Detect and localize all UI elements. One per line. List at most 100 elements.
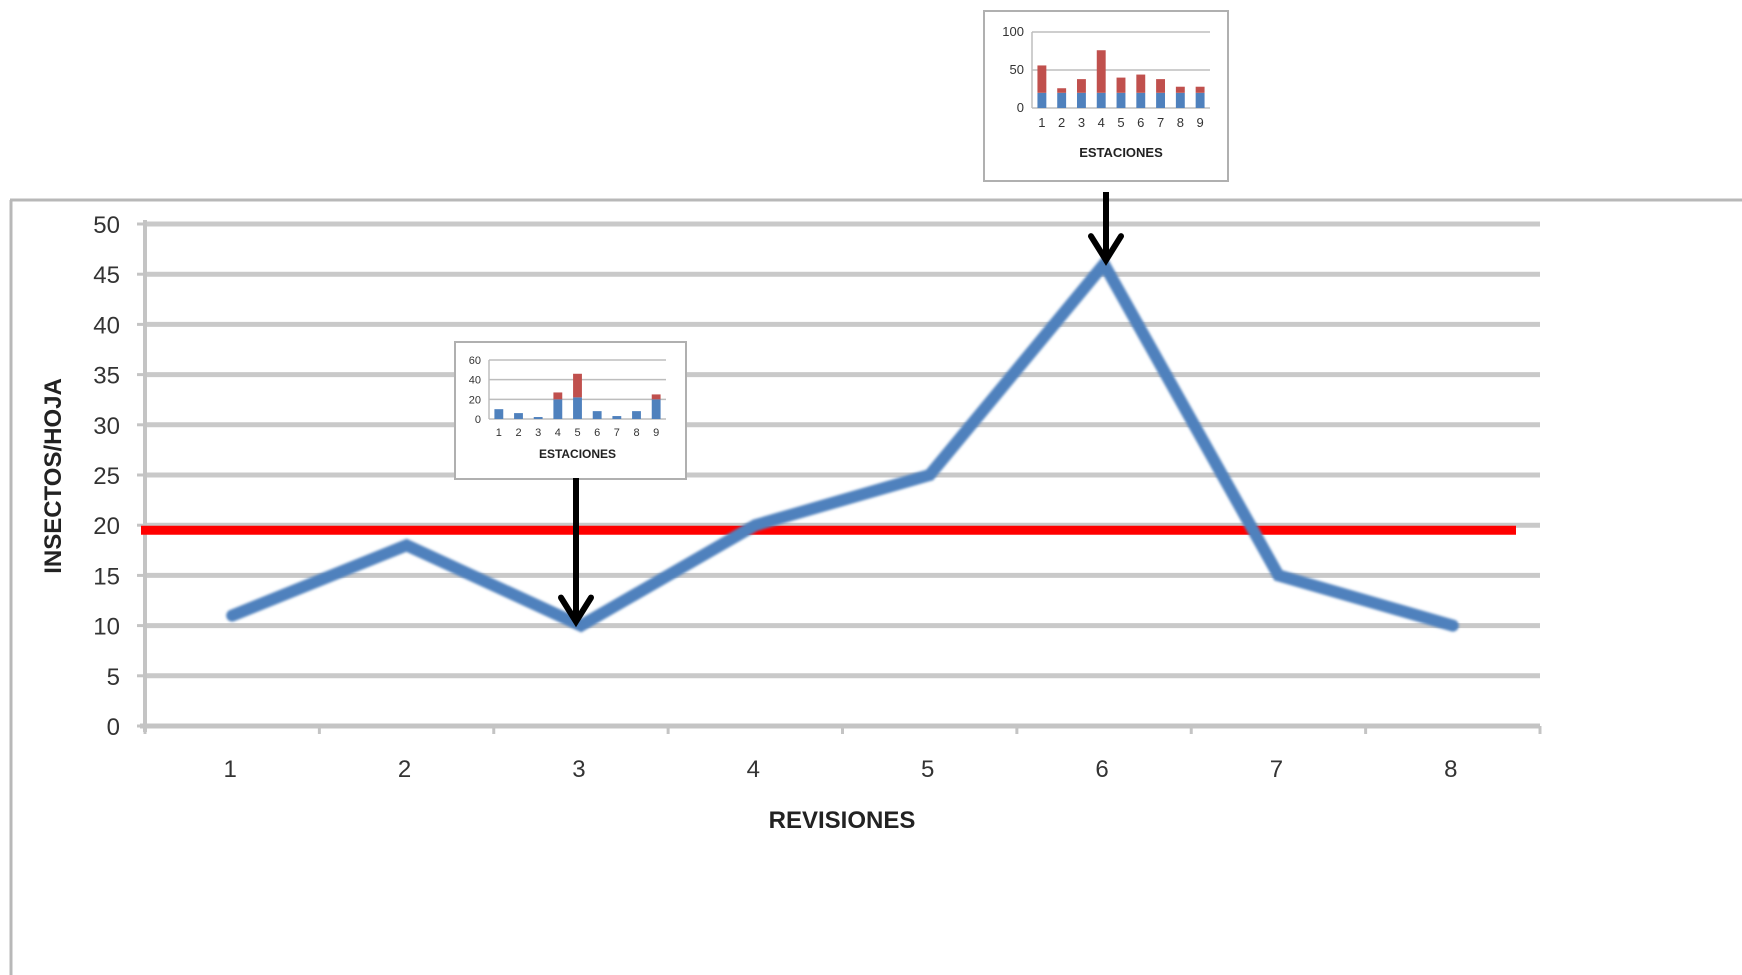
inset-x-tick-label: 7 bbox=[614, 427, 620, 439]
inset-x-axis-title: ESTACIONES bbox=[539, 447, 616, 461]
inset-bar bbox=[651, 394, 661, 400]
main-chart-frame bbox=[9, 198, 1742, 975]
inset-bar bbox=[1057, 92, 1067, 108]
y-tick-label: 25 bbox=[93, 463, 120, 490]
inset-bar bbox=[533, 417, 543, 419]
inset-x-tick-label: 3 bbox=[1078, 115, 1085, 130]
x-tick-label: 8 bbox=[1444, 756, 1457, 783]
main-axes bbox=[137, 220, 1542, 734]
series-line bbox=[226, 253, 1459, 633]
inset-bar bbox=[1175, 92, 1185, 108]
inset-bar bbox=[1057, 88, 1067, 93]
inset-x-tick-label: 4 bbox=[1098, 115, 1105, 130]
main-x-tick-labels: 1 2 3 4 5 6 7 8 bbox=[224, 756, 1458, 783]
inset-bar bbox=[1096, 92, 1106, 108]
inset-bar bbox=[553, 399, 563, 419]
x-tick-label: 2 bbox=[398, 756, 411, 783]
inset-bar bbox=[1195, 86, 1205, 93]
inset-x-tick-label: 8 bbox=[1177, 115, 1184, 130]
y-tick-label: 35 bbox=[93, 363, 120, 390]
inset-y-tick-label: 50 bbox=[1010, 62, 1024, 77]
inset-bar bbox=[514, 413, 523, 419]
inset-bar bbox=[612, 416, 622, 419]
x-tick-label: 6 bbox=[1095, 756, 1108, 783]
inset-x-tick-label: 7 bbox=[1157, 115, 1164, 130]
inset-bar bbox=[573, 397, 582, 419]
inset-bars bbox=[1037, 50, 1205, 108]
inset-y-tick-label: 100 bbox=[1002, 24, 1024, 39]
y-axis-title: INSECTOS/HOJA bbox=[40, 378, 67, 574]
inset-x-tick-label: 1 bbox=[496, 427, 502, 439]
x-tick-label: 7 bbox=[1270, 756, 1283, 783]
main-gridlines bbox=[145, 221, 1540, 679]
inset-bar bbox=[1037, 65, 1047, 93]
inset-x-tick-label: 4 bbox=[555, 427, 561, 439]
inset-bar bbox=[1195, 92, 1205, 108]
inset-bar bbox=[553, 392, 563, 400]
inset-x-tick-label: 1 bbox=[1038, 115, 1045, 130]
inset-chart-revision-3: 0 20 40 60 1 2 3 4 5 6 7 8 9 ESTACIONES bbox=[454, 341, 687, 480]
x-tick-label: 4 bbox=[747, 756, 760, 783]
inset-bar bbox=[1136, 74, 1146, 93]
inset-x-tick-label: 9 bbox=[653, 427, 659, 439]
main-series bbox=[226, 253, 1459, 633]
y-tick-label: 40 bbox=[93, 312, 120, 339]
inset-bar bbox=[1096, 50, 1106, 93]
inset-chart-box bbox=[983, 10, 1229, 182]
inset-bar bbox=[1175, 86, 1185, 93]
inset-bar bbox=[573, 373, 582, 398]
x-tick-label: 5 bbox=[921, 756, 934, 783]
arrow-head bbox=[558, 594, 594, 628]
inset-bar bbox=[1116, 77, 1126, 93]
pointer-arrows bbox=[558, 192, 1124, 628]
inset-bar bbox=[1076, 79, 1086, 93]
inset-bar bbox=[1076, 92, 1086, 108]
y-tick-label: 20 bbox=[93, 513, 120, 540]
x-tick-label: 1 bbox=[224, 756, 237, 783]
inset-x-tick-label: 6 bbox=[1137, 115, 1144, 130]
inset-y-tick-label: 0 bbox=[475, 414, 481, 426]
y-tick-label: 10 bbox=[93, 614, 120, 641]
inset-bar bbox=[494, 409, 504, 419]
inset-x-tick-label: 3 bbox=[535, 427, 541, 439]
y-tick-label: 45 bbox=[93, 262, 120, 289]
inset-y-tick-label: 40 bbox=[469, 375, 481, 387]
x-tick-label: 3 bbox=[572, 756, 585, 783]
inset-x-tick-label: 2 bbox=[1058, 115, 1065, 130]
inset-x-axis-title: ESTACIONES bbox=[1079, 145, 1163, 160]
inset-bar bbox=[1116, 92, 1126, 108]
inset-bar bbox=[632, 411, 641, 419]
inset-y-tick-label: 60 bbox=[469, 355, 481, 367]
main-y-tick-labels: 0 5 10 15 20 25 30 35 40 45 50 bbox=[93, 212, 120, 741]
inset-bar bbox=[1037, 92, 1047, 108]
inset-bar bbox=[1156, 79, 1166, 93]
y-tick-label: 50 bbox=[93, 212, 120, 239]
inset-y-tick-label: 0 bbox=[1017, 100, 1024, 115]
y-tick-label: 5 bbox=[107, 664, 120, 691]
x-axis-title: REVISIONES bbox=[769, 807, 916, 834]
inset-x-tick-label: 2 bbox=[515, 427, 521, 439]
inset-y-tick-label: 20 bbox=[469, 394, 481, 406]
inset-bar bbox=[592, 411, 602, 419]
inset-x-tick-label: 8 bbox=[633, 427, 639, 439]
inset-x-tick-labels: 1 2 3 4 5 6 7 8 9 bbox=[496, 427, 659, 439]
y-tick-label: 15 bbox=[93, 563, 120, 590]
y-tick-label: 0 bbox=[107, 714, 120, 741]
inset-x-tick-label: 5 bbox=[1117, 115, 1124, 130]
inset-y-tick-labels: 0 50 100 bbox=[1002, 24, 1024, 115]
inset-chart-box bbox=[454, 341, 687, 480]
inset-bar bbox=[1136, 92, 1146, 108]
inset-bar bbox=[651, 399, 661, 419]
arrow-head bbox=[1088, 233, 1124, 266]
inset-bar bbox=[1156, 92, 1166, 108]
inset-bars bbox=[494, 373, 661, 419]
inset-x-tick-label: 9 bbox=[1196, 115, 1203, 130]
y-tick-label: 30 bbox=[93, 413, 120, 440]
inset-y-tick-labels: 0 20 40 60 bbox=[469, 355, 481, 426]
inset-x-tick-label: 6 bbox=[594, 427, 600, 439]
inset-x-tick-label: 5 bbox=[574, 427, 580, 439]
